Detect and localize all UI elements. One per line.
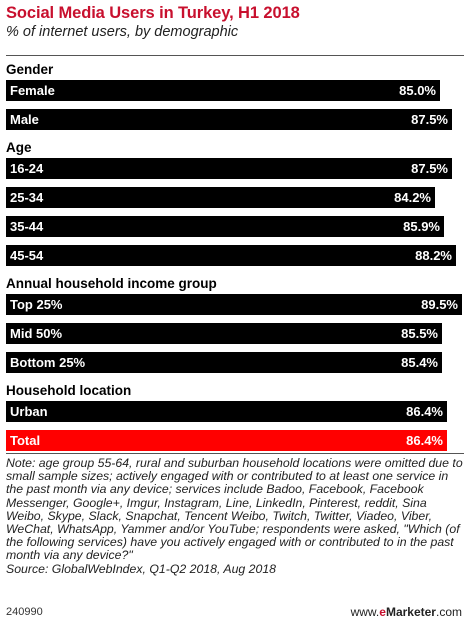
bar bbox=[6, 245, 456, 266]
bar bbox=[6, 430, 447, 451]
data-label: 88.2% bbox=[415, 248, 452, 263]
bar bbox=[6, 80, 440, 101]
chart-subtitle: % of internet users, by demographic bbox=[6, 24, 239, 40]
data-label: 86.4% bbox=[406, 404, 443, 419]
data-label: 87.5% bbox=[411, 161, 448, 176]
group-heading: Gender bbox=[6, 62, 54, 77]
group-heading: Annual household income group bbox=[6, 276, 217, 291]
data-label: 85.4% bbox=[401, 355, 438, 370]
bar bbox=[6, 158, 452, 179]
data-label: 87.5% bbox=[411, 112, 448, 127]
group-heading: Household location bbox=[6, 383, 131, 398]
bar bbox=[6, 216, 444, 237]
category-label: 16-24 bbox=[10, 161, 44, 176]
top-divider bbox=[6, 55, 464, 56]
bottom-divider bbox=[6, 453, 464, 454]
data-label: 85.9% bbox=[403, 219, 440, 234]
bar-chart: Gender Female 85.0% Male 87.5% Age 16-24 87.5% 2… bbox=[6, 62, 462, 451]
category-label: Male bbox=[10, 112, 39, 127]
data-label: 84.2% bbox=[394, 190, 431, 205]
category-label: 25-34 bbox=[10, 190, 44, 205]
data-label: 85.0% bbox=[399, 83, 436, 98]
category-label: 45-54 bbox=[10, 248, 44, 263]
brand-logo[interactable]: www.eMarketer.com bbox=[351, 605, 462, 619]
bar bbox=[6, 187, 435, 208]
note-text: Note: age group 55-64, rural and suburba… bbox=[6, 456, 463, 563]
brand-e: e bbox=[379, 605, 386, 619]
data-label: 89.5% bbox=[421, 297, 458, 312]
bar bbox=[6, 401, 447, 422]
bar bbox=[6, 294, 462, 315]
category-label: Bottom 25% bbox=[10, 355, 86, 370]
bar bbox=[6, 352, 442, 373]
chart-id: 240990 bbox=[6, 606, 43, 618]
brand-suffix: .com bbox=[435, 605, 462, 619]
category-label: Mid 50% bbox=[10, 326, 62, 341]
category-label: Urban bbox=[10, 404, 48, 419]
category-label: 35-44 bbox=[10, 219, 44, 234]
brand-name: Marketer bbox=[385, 605, 436, 619]
bar bbox=[6, 109, 452, 130]
data-label: 85.5% bbox=[401, 326, 438, 341]
chart-title: Social Media Users in Turkey, H1 2018 bbox=[6, 4, 300, 22]
category-label: Top 25% bbox=[10, 297, 63, 312]
category-label: Female bbox=[10, 83, 55, 98]
brand-prefix: www. bbox=[350, 605, 380, 619]
chart-note: Note: age group 55-64, rural and suburba… bbox=[6, 456, 464, 576]
bar bbox=[6, 323, 442, 344]
category-label: Total bbox=[10, 433, 40, 448]
data-label: 86.4% bbox=[406, 433, 443, 448]
source-text: Source: GlobalWebIndex, Q1-Q2 2018, Aug … bbox=[6, 561, 277, 576]
group-heading: Age bbox=[6, 140, 32, 155]
